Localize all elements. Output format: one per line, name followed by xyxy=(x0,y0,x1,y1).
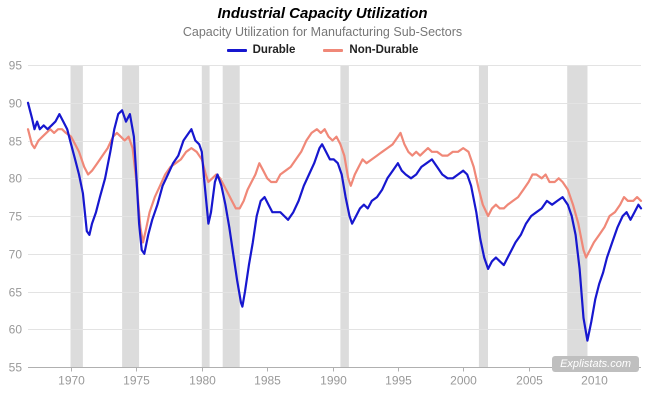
non-durable-line-swatch-icon xyxy=(323,48,344,52)
svg-text:85: 85 xyxy=(9,135,23,149)
svg-text:70: 70 xyxy=(9,248,23,262)
svg-text:2000: 2000 xyxy=(450,374,477,388)
svg-text:60: 60 xyxy=(9,323,23,337)
svg-text:75: 75 xyxy=(9,210,23,224)
svg-text:1975: 1975 xyxy=(123,374,150,388)
legend-label-durable: Durable xyxy=(252,44,296,56)
legend: Durable Non-Durable xyxy=(0,44,645,56)
legend-label-non-durable: Non-Durable xyxy=(349,44,419,56)
svg-text:65: 65 xyxy=(9,286,23,300)
svg-text:2010: 2010 xyxy=(581,374,608,388)
legend-item-durable: Durable xyxy=(226,44,296,56)
svg-text:2005: 2005 xyxy=(516,374,543,388)
svg-text:1990: 1990 xyxy=(320,374,347,388)
svg-text:1970: 1970 xyxy=(58,374,85,388)
chart-header: Industrial Capacity Utilization Capacity… xyxy=(0,0,645,56)
svg-text:1980: 1980 xyxy=(189,374,216,388)
legend-item-non-durable: Non-Durable xyxy=(323,44,418,56)
watermark-link[interactable]: Explistats.com xyxy=(552,356,639,372)
svg-text:95: 95 xyxy=(9,59,23,73)
svg-text:55: 55 xyxy=(9,361,23,375)
svg-text:80: 80 xyxy=(9,172,23,186)
durable-line-swatch-icon xyxy=(226,48,247,52)
page-subtitle: Capacity Utilization for Manufacturing S… xyxy=(182,25,463,39)
svg-text:90: 90 xyxy=(9,97,23,111)
page-title: Industrial Capacity Utilization xyxy=(217,5,428,22)
svg-text:1995: 1995 xyxy=(385,374,412,388)
svg-text:1985: 1985 xyxy=(254,374,281,388)
